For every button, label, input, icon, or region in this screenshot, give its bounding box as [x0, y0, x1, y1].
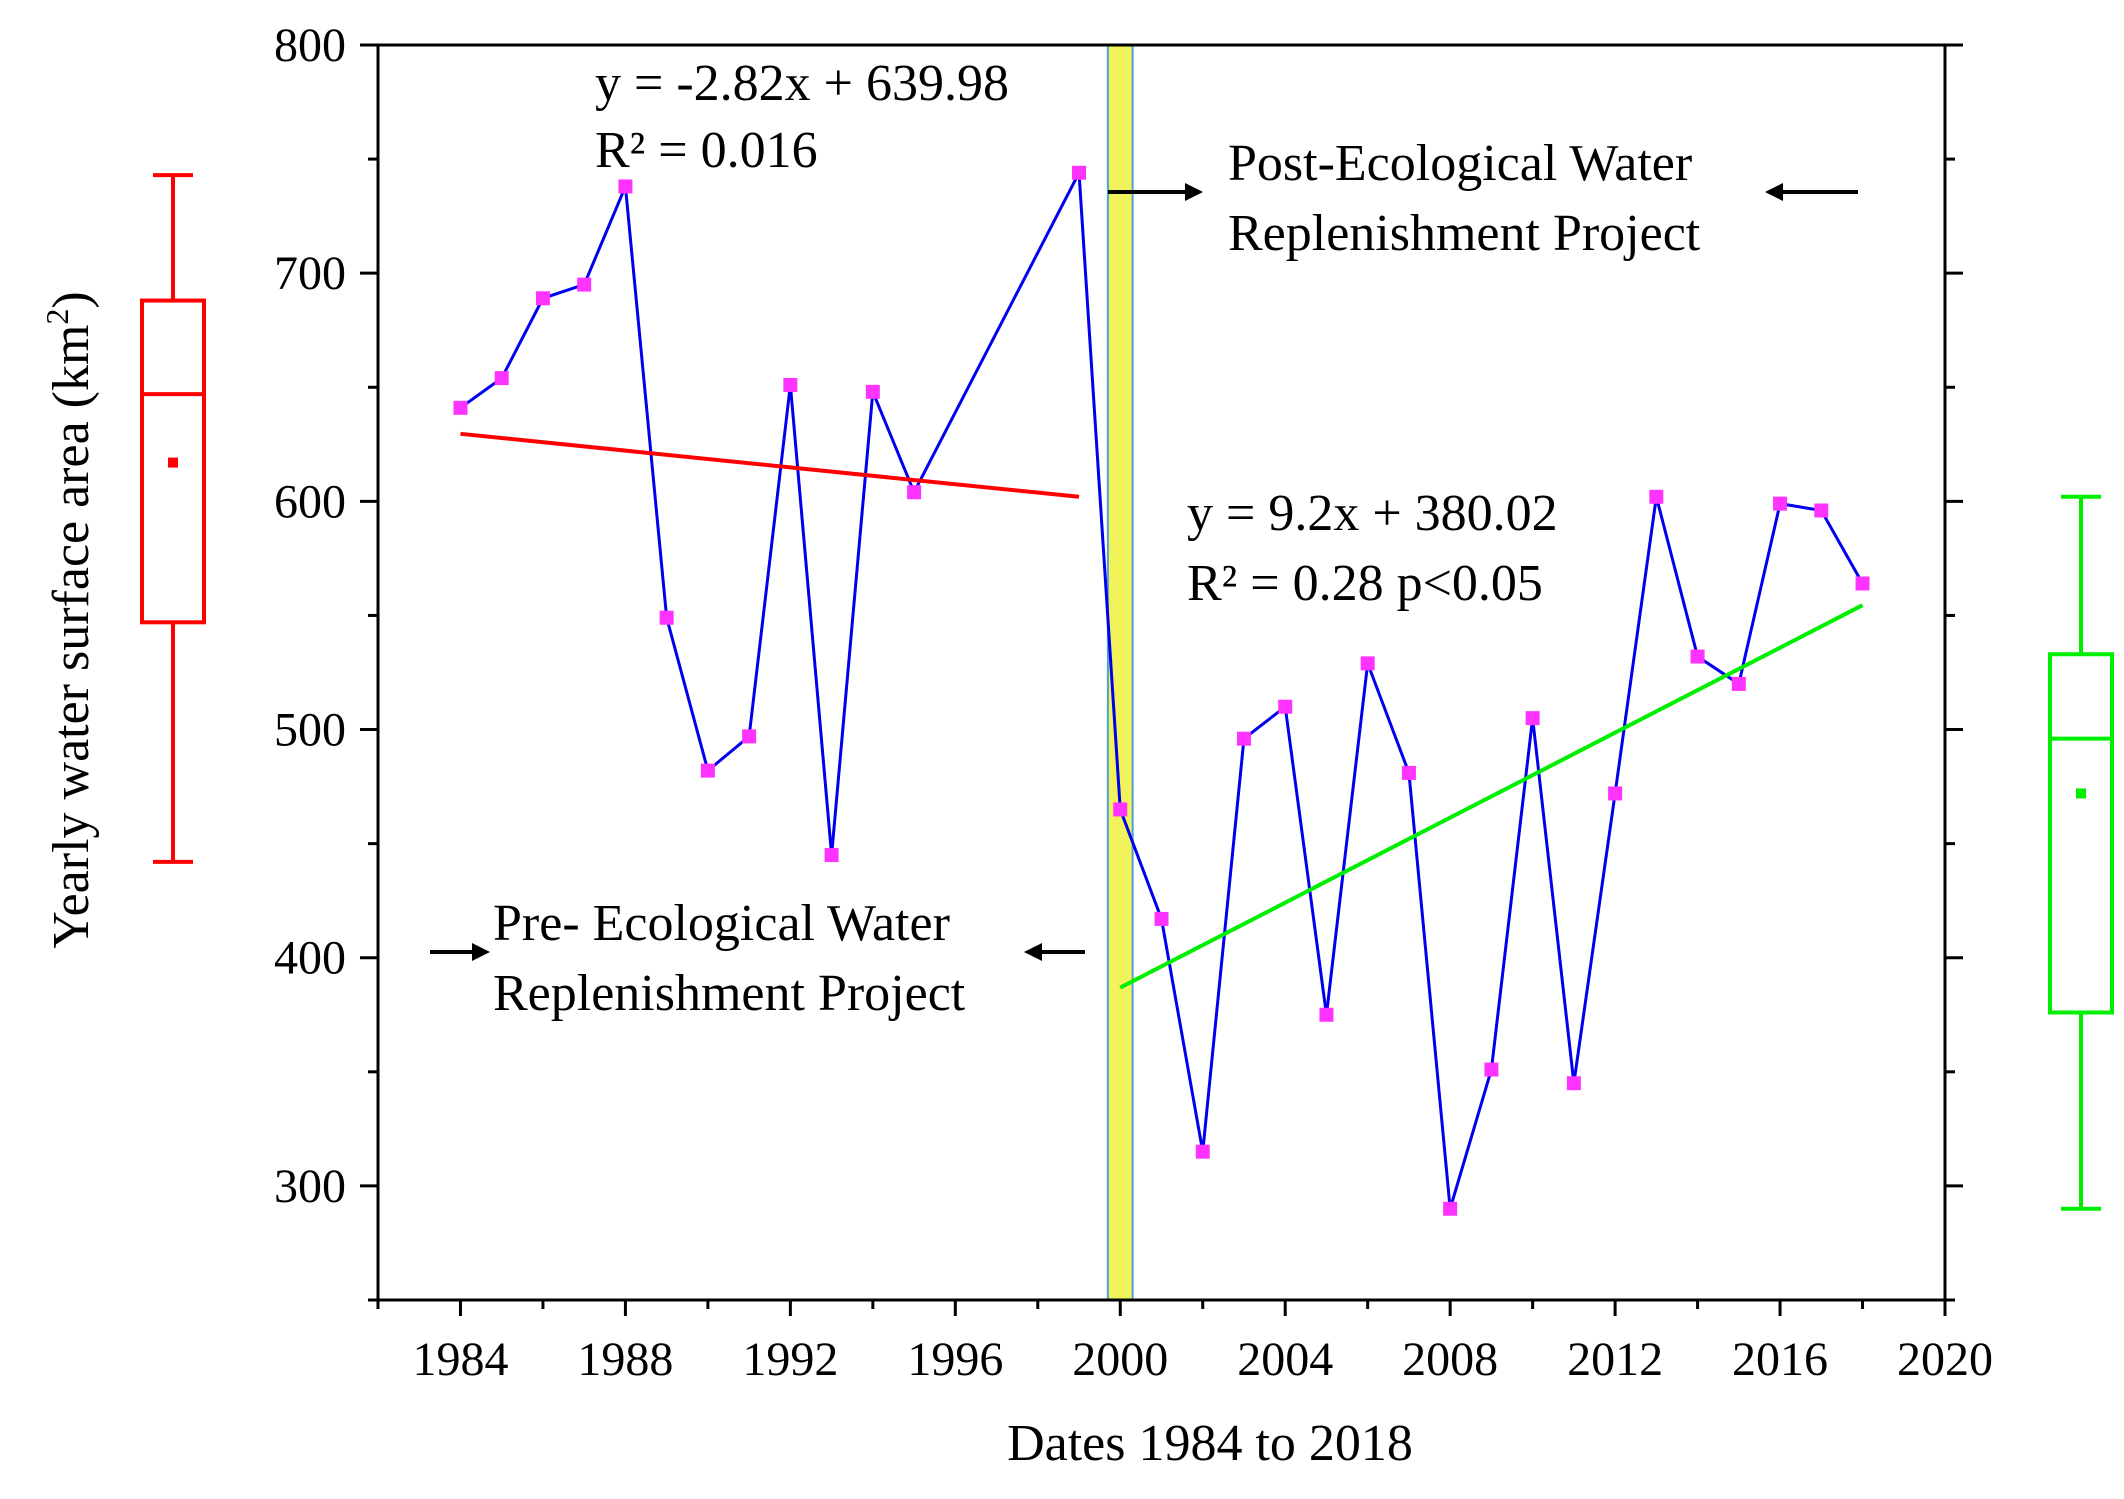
trendline-pre [460, 431, 1080, 499]
x-axis-label: Dates 1984 to 2018 [1007, 1415, 1413, 1472]
data-point [1195, 1144, 1210, 1159]
y-axis-label-sup: 2 [39, 309, 75, 325]
x-tick-label: 1996 [907, 1333, 1003, 1386]
trendline-pre-r2: R² = 0.016 [595, 122, 818, 179]
data-point [1649, 489, 1664, 504]
text-layer: y = -2.82x + 639.98 R² = 0.016 y = 9.2x … [39, 55, 1858, 1472]
post-project-label-line1: Post-Ecological Water [1228, 135, 1692, 192]
trendline-post-equation: y = 9.2x + 380.02 [1187, 485, 1558, 542]
data-point [1566, 1076, 1581, 1091]
data-point [535, 291, 550, 306]
x-tick-label: 1988 [577, 1333, 673, 1386]
y-tick-label: 800 [274, 19, 346, 72]
data-point [1154, 911, 1169, 926]
data-point [907, 485, 922, 500]
x-tick-label: 1984 [412, 1333, 508, 1386]
post-project-label-line2: Replenishment Project [1228, 205, 1701, 262]
y-tick-label: 400 [274, 932, 346, 985]
data-point [1814, 503, 1829, 518]
data-point [1360, 656, 1375, 671]
arrow-pre-left [1024, 943, 1085, 961]
data-point [618, 179, 633, 194]
x-tick-label: 1992 [742, 1333, 838, 1386]
data-point [1690, 649, 1705, 664]
data-point [700, 763, 715, 778]
pre-project-label-line1: Pre- Ecological Water [493, 895, 950, 952]
y-tick-label: 500 [274, 704, 346, 757]
data-point [1113, 802, 1128, 817]
data-point [1855, 576, 1870, 591]
data-point [1443, 1201, 1458, 1216]
trendline-post-r2: R² = 0.28 p<0.05 [1187, 555, 1543, 612]
boxplot-post-box [2048, 652, 2114, 1015]
trendline-pre-equation: y = -2.82x + 639.98 [595, 55, 1009, 112]
series-line [459, 167, 1864, 1210]
data-point [1525, 711, 1540, 726]
x-tick-label: 2008 [1402, 1333, 1498, 1386]
x-tick-label: 2020 [1897, 1333, 1993, 1386]
data-point [1731, 676, 1746, 691]
data-point [659, 610, 674, 625]
arrow-post-right [1108, 183, 1203, 201]
y-tick-label: 700 [274, 247, 346, 300]
data-point [1484, 1062, 1499, 1077]
data-point [453, 400, 468, 415]
y-axis-label-tail: ) [43, 291, 100, 308]
data-point [1319, 1007, 1334, 1022]
x-tick-label: 2012 [1567, 1333, 1663, 1386]
pre-project-label-line2: Replenishment Project [493, 965, 966, 1022]
data-point [1401, 765, 1416, 780]
data-point [1236, 731, 1251, 746]
boxplot-pre-mean [168, 457, 178, 468]
y-axis-label-main: Yearly water surface area (km [43, 325, 100, 949]
arrow-pre-right [430, 943, 490, 961]
trendline-post [1119, 603, 1864, 990]
y-axis-label: Yearly water surface area (km2) [39, 291, 100, 949]
data-point [1072, 165, 1087, 180]
y-tick-label: 300 [274, 1160, 346, 1213]
x-tick-label: 2016 [1732, 1333, 1828, 1386]
y-tick-label: 600 [274, 475, 346, 528]
data-point [577, 277, 592, 292]
data-point [494, 371, 509, 386]
data-point [1278, 699, 1293, 714]
boxplot-post-mean [2076, 788, 2086, 799]
data-point [865, 384, 880, 399]
data-point [1773, 496, 1788, 511]
x-tick-label: 2004 [1237, 1333, 1333, 1386]
boxplot-pre-box [140, 298, 206, 625]
arrow-post-left [1765, 183, 1858, 201]
data-point [824, 848, 839, 863]
plot-layer: 1984 1988 1992 1996 2000 2004 2008 2012 2016 2020… [140, 19, 2114, 1386]
data-point [1608, 786, 1623, 801]
x-tick-label: 2000 [1072, 1333, 1168, 1386]
data-point [742, 729, 757, 744]
data-point [783, 377, 798, 392]
